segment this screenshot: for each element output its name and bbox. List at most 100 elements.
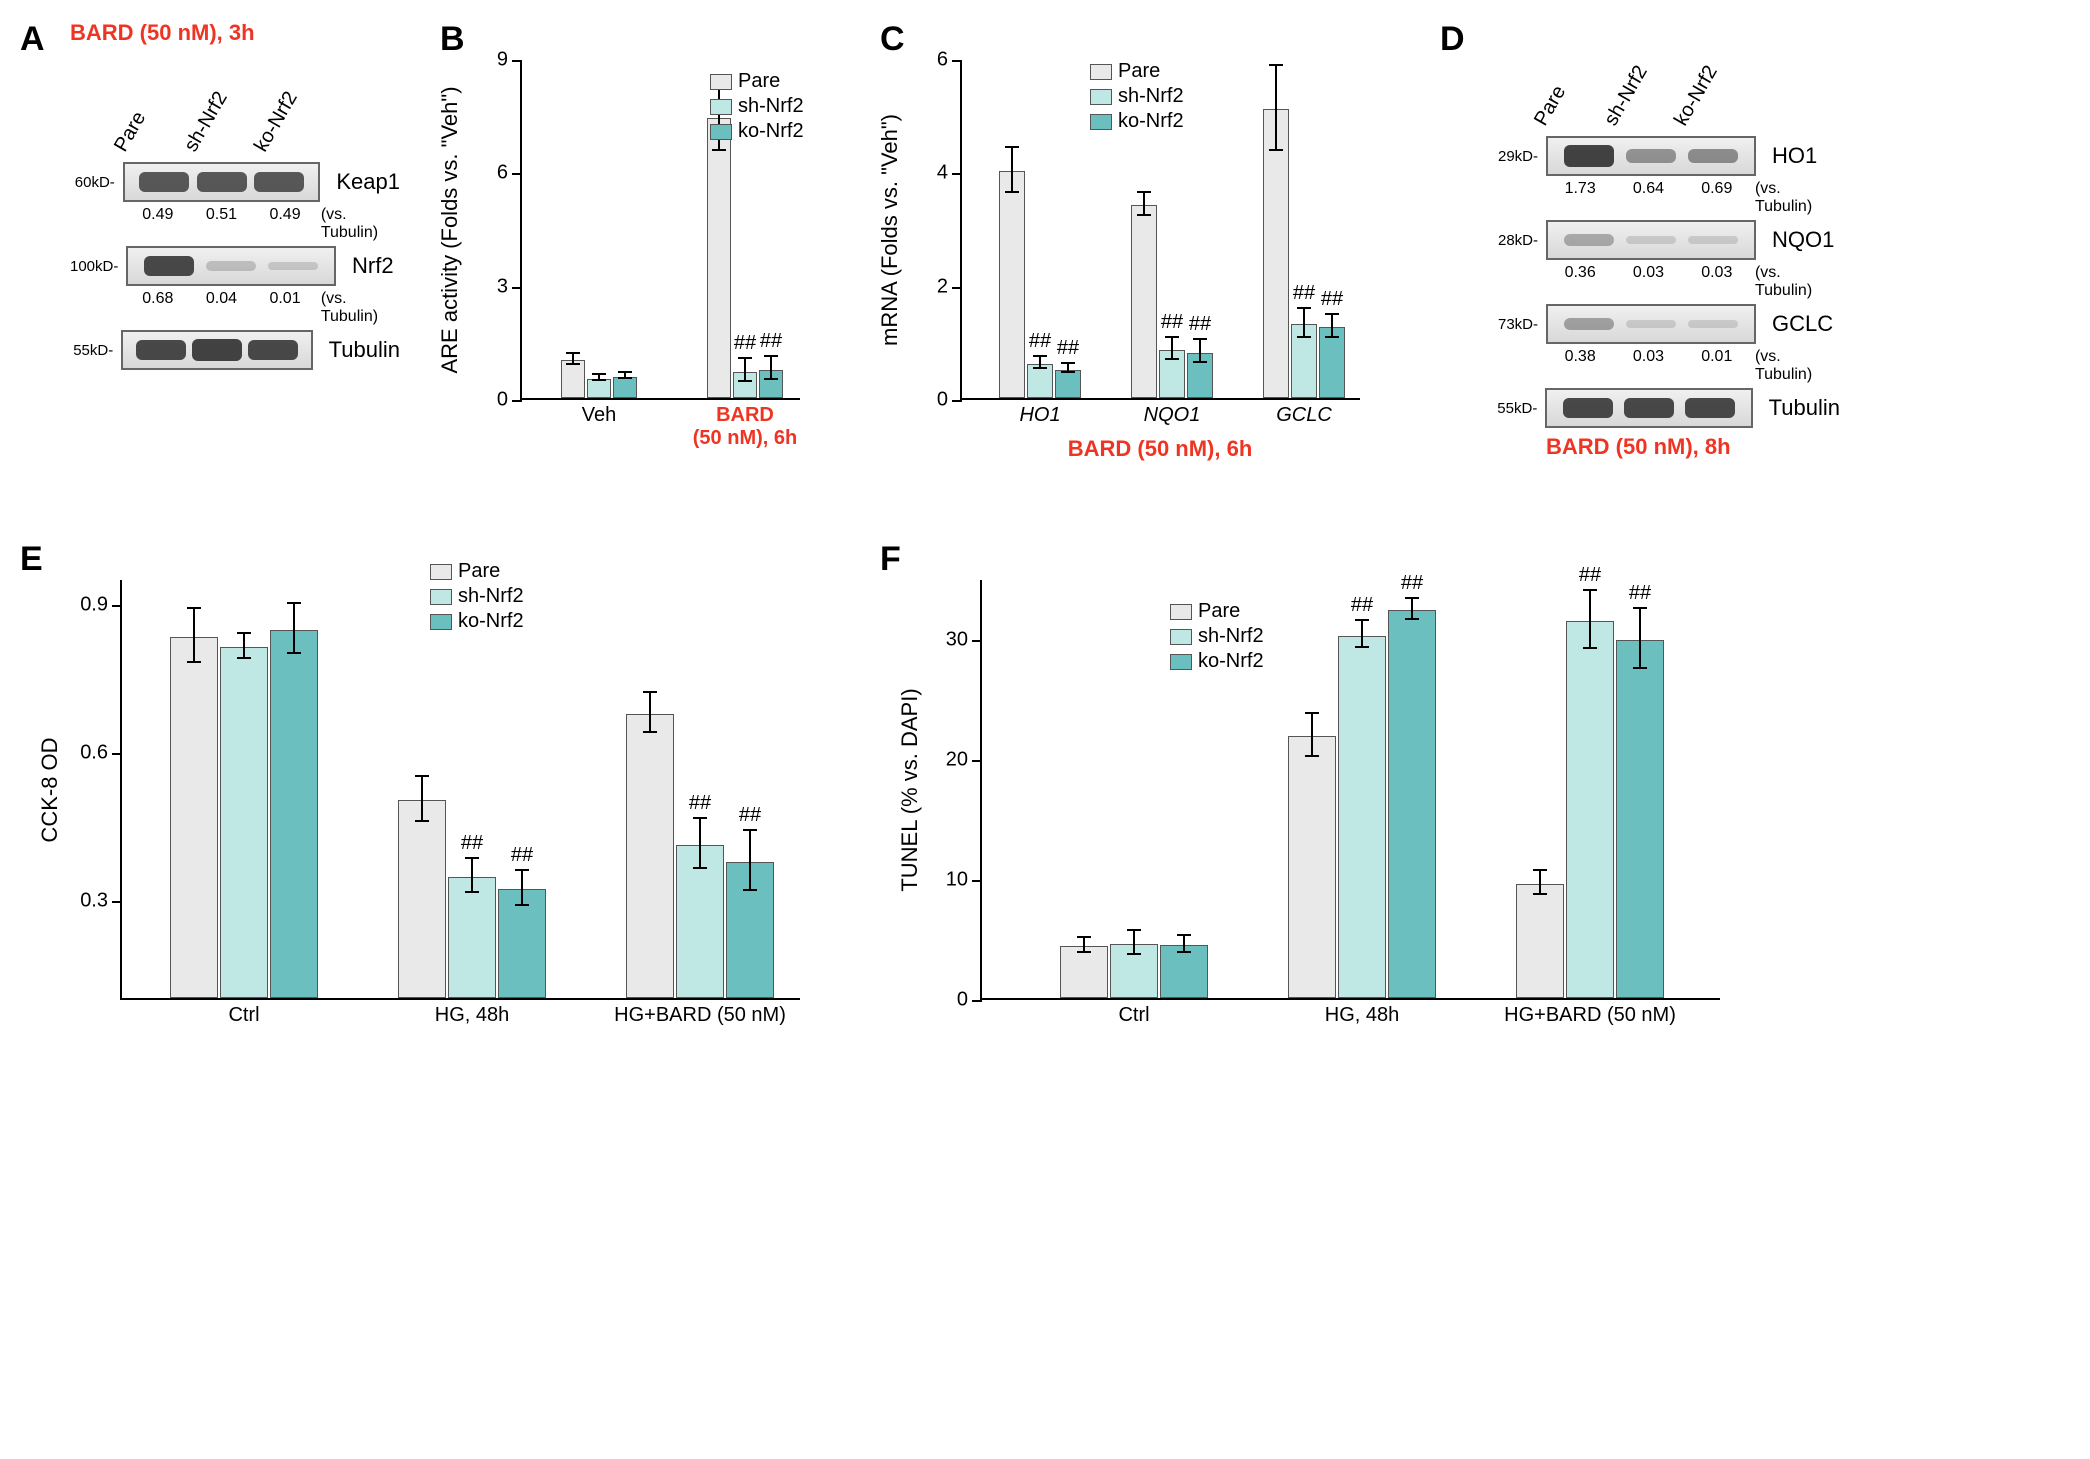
legend-item: sh-Nrf2 — [1170, 625, 1264, 648]
bar: ## — [1616, 640, 1664, 998]
error-cap — [1193, 338, 1207, 340]
bar: ## — [1319, 327, 1345, 398]
error-cap — [592, 373, 606, 375]
lane-label: ko-Nrf2 — [218, 65, 305, 156]
error-cap — [738, 380, 752, 382]
error-cap — [764, 378, 778, 380]
band — [1626, 236, 1676, 244]
bar: ## — [1159, 350, 1185, 398]
y-tick — [972, 760, 982, 762]
error-cap — [237, 632, 251, 634]
bottom-treatment-label: BARD (50 nM), 6h — [1068, 436, 1253, 462]
panel-a-blots: Paresh-Nrf2ko-Nrf260kD-Keap10.490.510.49… — [70, 96, 400, 370]
lane-label: sh-Nrf2 — [148, 65, 235, 156]
plot-area: 0102030Ctrl####HG, 48h####HG+BARD (50 nM… — [980, 580, 1720, 1000]
panel-c: C mRNA (Folds vs. "Veh")0246####HO1####N… — [880, 20, 1400, 500]
x-tick-label: GCLC — [1276, 404, 1332, 427]
bar-group: #### — [398, 800, 546, 998]
legend-item: ko-Nrf2 — [1170, 650, 1264, 673]
bar: ## — [1566, 621, 1614, 998]
lane-label: Pare — [1498, 39, 1585, 130]
panel-d: D Paresh-Nrf2ko-Nrf229kD-HO11.730.640.69… — [1440, 20, 1840, 500]
significance-marker: ## — [1029, 330, 1051, 353]
error-cap — [1355, 619, 1369, 621]
error-cap — [693, 817, 707, 819]
error-cap — [1005, 191, 1019, 193]
error-cap — [415, 820, 429, 822]
bar: ## — [1338, 636, 1386, 998]
quant-row: 1.730.640.69(vs. Tubulin) — [1546, 180, 1840, 216]
legend-text: ko-Nrf2 — [458, 610, 524, 633]
error-bar — [1331, 315, 1333, 338]
lane-label: sh-Nrf2 — [1568, 39, 1655, 130]
error-cap — [693, 867, 707, 869]
y-axis-label: ARE activity (Folds vs. "Veh") — [437, 86, 463, 373]
band — [206, 261, 256, 270]
bar-group: #### — [999, 171, 1081, 398]
bar — [1516, 884, 1564, 998]
y-tick-label: 0.3 — [80, 890, 108, 913]
bar — [999, 171, 1025, 398]
band — [1685, 398, 1735, 419]
error-cap — [1177, 934, 1191, 936]
blot-band-box — [1546, 220, 1756, 260]
panel-a: A BARD (50 nM), 3h Paresh-Nrf2ko-Nrf260k… — [20, 20, 400, 500]
y-tick-label: 2 — [937, 275, 948, 298]
panel-e-chart: CCK-8 OD0.30.60.9Ctrl####HG, 48h####HG+B… — [20, 540, 840, 1100]
legend-text: Pare — [1118, 60, 1160, 83]
error-bar — [243, 634, 245, 659]
error-cap — [1633, 607, 1647, 609]
blot-row: 55kD-Tubulin — [1490, 388, 1840, 428]
y-tick-label: 20 — [946, 749, 968, 772]
legend: Paresh-Nrf2ko-Nrf2 — [430, 560, 524, 635]
y-axis-label: mRNA (Folds vs. "Veh") — [877, 114, 903, 346]
quant-value: 0.38 — [1546, 348, 1614, 384]
legend-item: Pare — [430, 560, 524, 583]
blot-band-box — [1545, 388, 1752, 428]
error-cap — [712, 149, 726, 151]
legend: Paresh-Nrf2ko-Nrf2 — [1090, 60, 1184, 135]
protein-label: HO1 — [1772, 143, 1817, 169]
panel-d-blots: Paresh-Nrf2ko-Nrf229kD-HO11.730.640.69(v… — [1490, 70, 1840, 428]
bar-group: #### — [1288, 610, 1436, 998]
band — [1563, 398, 1613, 419]
bar: ## — [1388, 610, 1436, 998]
legend-item: sh-Nrf2 — [710, 95, 804, 118]
error-cap — [618, 377, 632, 379]
error-cap — [1533, 869, 1547, 871]
x-tick-label: Ctrl — [1118, 1004, 1149, 1027]
blot-band-box — [126, 246, 336, 286]
legend-text: ko-Nrf2 — [1198, 650, 1264, 673]
x-tick-label: HG, 48h — [435, 1004, 509, 1027]
quant-value: 0.49 — [253, 206, 317, 242]
y-tick-label: 6 — [937, 49, 948, 72]
legend: Paresh-Nrf2ko-Nrf2 — [1170, 600, 1264, 675]
legend-text: sh-Nrf2 — [1118, 85, 1184, 108]
band — [136, 340, 186, 361]
bar — [1110, 944, 1158, 998]
panel-c-chart: mRNA (Folds vs. "Veh")0246####HO1####NQO… — [880, 20, 1400, 500]
error-bar — [1639, 609, 1641, 669]
legend-swatch — [1170, 604, 1192, 620]
quant-unit: (vs. Tubulin) — [1755, 264, 1840, 300]
error-cap — [1305, 755, 1319, 757]
x-tick-label: HG+BARD (50 nM) — [1504, 1004, 1676, 1027]
legend-swatch — [710, 74, 732, 90]
error-cap — [1405, 618, 1419, 620]
quant-unit: (vs. Tubulin) — [321, 206, 400, 242]
bar — [1288, 736, 1336, 998]
significance-marker: ## — [734, 332, 756, 355]
error-cap — [743, 889, 757, 891]
y-tick — [512, 60, 522, 62]
y-tick — [952, 287, 962, 289]
bar — [1263, 109, 1289, 398]
band — [1564, 234, 1614, 246]
error-cap — [1533, 893, 1547, 895]
error-cap — [187, 607, 201, 609]
bar — [613, 377, 637, 398]
band — [139, 172, 189, 191]
error-cap — [1583, 647, 1597, 649]
bar — [398, 800, 446, 998]
bar: ## — [1055, 370, 1081, 398]
bar — [1060, 946, 1108, 998]
